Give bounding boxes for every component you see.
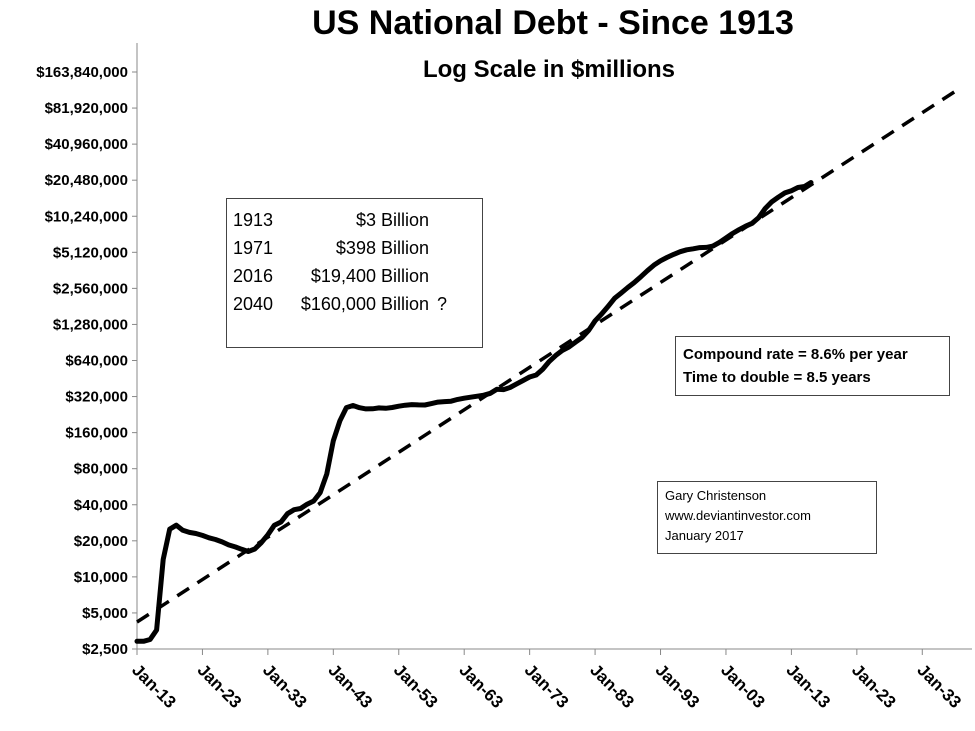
x-tick-label: Jan-23 <box>194 660 246 712</box>
y-tick-label: $163,840,000 <box>36 64 128 81</box>
y-tick-label: $160,000 <box>65 425 128 442</box>
series-layer <box>134 90 956 644</box>
y-tick-label: $2,560,000 <box>53 280 128 297</box>
y-axis-ticks: $2,500 $5,000 $10,000 $20,000 $40,000 $80,000… <box>36 64 137 658</box>
x-tick-label: Jan-33 <box>913 660 965 712</box>
x-tick-label: Jan-53 <box>390 660 442 712</box>
history-question-mark: ? <box>437 294 448 314</box>
x-tick-label: Jan-83 <box>586 660 638 712</box>
author-name: Gary Christenson <box>665 488 767 503</box>
y-tick-label: $1,280,000 <box>53 316 128 333</box>
x-tick-label: Jan-63 <box>455 660 507 712</box>
chart-subtitle: Log Scale in $millions <box>423 56 675 83</box>
x-tick-label: Jan-73 <box>521 660 573 712</box>
x-tick-label: Jan-13 <box>128 660 180 712</box>
y-tick-label: $320,000 <box>65 389 128 406</box>
compound-rate-box: Compound rate = 8.6% per year Time to do… <box>675 336 950 396</box>
x-tick-label: Jan-93 <box>652 660 704 712</box>
compound-rate-text: Compound rate = 8.6% per year <box>683 346 908 363</box>
x-axis-ticks: Jan-13 Jan-23 Jan-33 Jan-43 Jan-53 Jan-63 Jan-… <box>128 649 965 712</box>
history-row-2040: 2040 $160,000 Billion ? <box>233 290 482 318</box>
y-tick-label: $640,000 <box>65 353 128 370</box>
y-tick-label: $2,500 <box>82 641 128 658</box>
history-year: 1971 <box>233 238 274 258</box>
history-value: $3 Billion <box>355 210 429 230</box>
y-tick-label: $80,000 <box>74 461 128 478</box>
x-tick-label: Jan-13 <box>783 660 835 712</box>
history-annotation-box: 1913 $3 Billion 1971 $398 Billion 2016 $… <box>226 198 483 348</box>
history-year: 2040 <box>233 294 274 314</box>
trend-line-dashed <box>136 90 956 624</box>
history-row-1971: 1971 $398 Billion <box>233 234 482 262</box>
history-row-2016: 2016 $19,400 Billion <box>233 262 482 290</box>
chart-title: US National Debt - Since 1913 <box>312 4 794 42</box>
history-value: $160,000 Billion <box>300 294 429 314</box>
y-tick-label: $40,960,000 <box>45 136 128 153</box>
y-tick-label: $40,000 <box>74 497 128 514</box>
history-row-1913: 1913 $3 Billion <box>233 206 482 234</box>
y-tick-label: $20,000 <box>74 533 128 550</box>
y-tick-label: $5,000 <box>82 605 128 622</box>
y-tick-label: $81,920,000 <box>45 100 128 117</box>
history-year: 1913 <box>233 210 274 230</box>
author-credit-box: Gary Christenson www.deviantinvestor.com… <box>657 481 877 554</box>
doubling-time-text: Time to double = 8.5 years <box>683 369 871 386</box>
x-tick-label: Jan-23 <box>848 660 900 712</box>
history-year: 2016 <box>233 266 274 286</box>
x-tick-label: Jan-43 <box>324 660 376 712</box>
x-tick-label: Jan-03 <box>717 660 769 712</box>
history-value: $19,400 Billion <box>310 266 429 286</box>
y-tick-label: $5,120,000 <box>53 244 128 261</box>
author-website: www.deviantinvestor.com <box>665 508 811 523</box>
y-tick-label: $10,240,000 <box>45 208 128 225</box>
history-value: $398 Billion <box>335 238 429 258</box>
x-tick-label: Jan-33 <box>259 660 311 712</box>
author-date: January 2017 <box>665 528 744 543</box>
y-tick-label: $20,480,000 <box>45 172 128 189</box>
y-tick-label: $10,000 <box>74 569 128 586</box>
